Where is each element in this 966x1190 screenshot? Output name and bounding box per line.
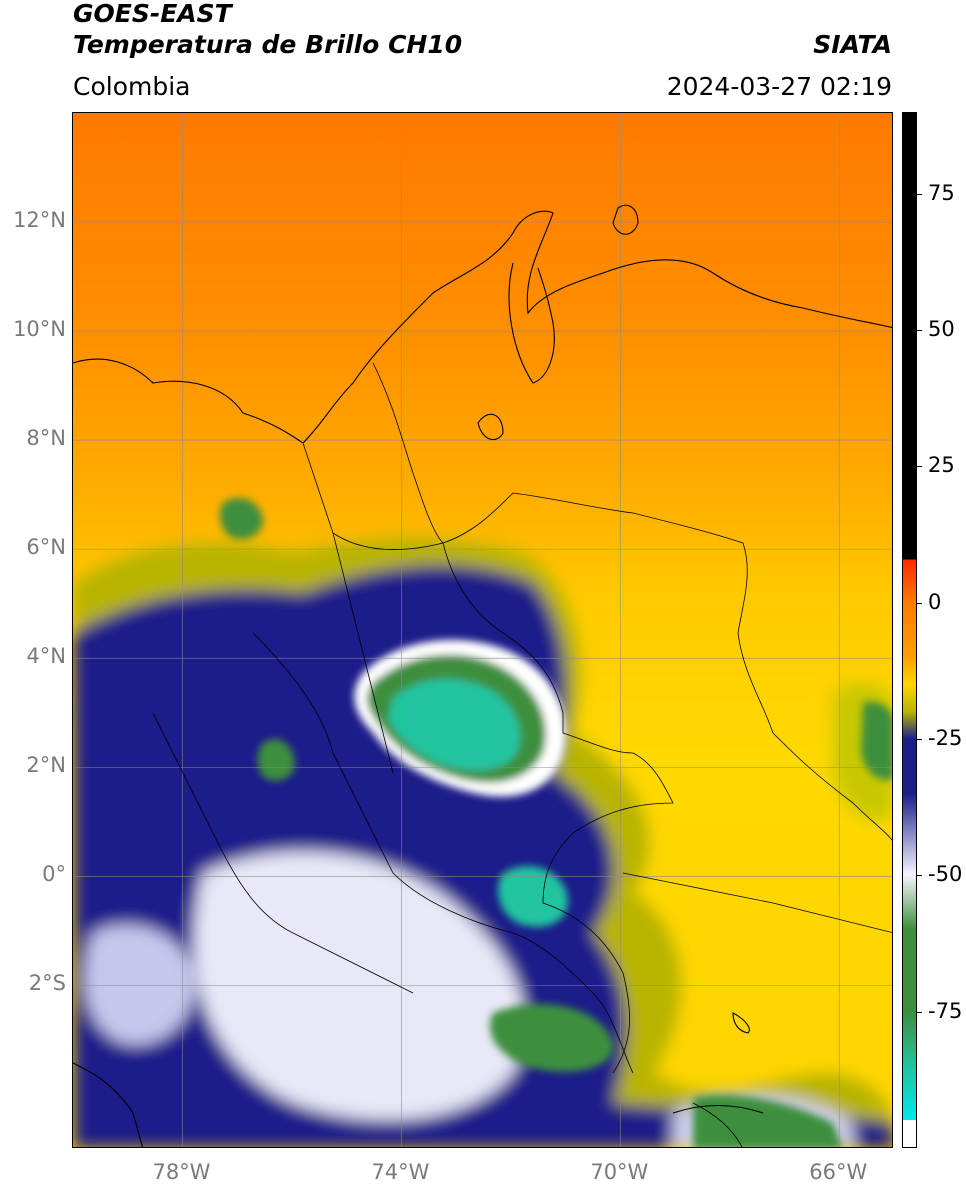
cold-cores: [219, 498, 892, 1147]
cloud-field: [73, 538, 892, 1147]
country-borders: [152, 362, 892, 1147]
colorbar-tick-label: -25: [928, 726, 963, 751]
colorbar-tick-label: 50: [928, 317, 955, 342]
latitude-label: 8°N: [26, 426, 66, 451]
graticule: [73, 113, 892, 1147]
colorbar-tick: [917, 602, 922, 604]
latitude-label: 2°N: [26, 753, 66, 778]
colorbar: [902, 112, 917, 1148]
title-line-2: Temperatura de Brillo CH10: [73, 30, 463, 59]
colorbar-tick: [917, 330, 922, 332]
colorbar-tick: [917, 875, 922, 877]
colorbar-tick-label: 0: [928, 589, 942, 614]
title-line-1: GOES-EAST: [73, 0, 232, 28]
colorbar-tick: [917, 466, 922, 468]
colorbar-tick-label: -50: [928, 862, 963, 887]
colorbar-tick: [917, 739, 922, 741]
coastlines: [73, 204, 892, 1147]
latitude-label: 12°N: [13, 208, 66, 233]
latitude-label: 6°N: [26, 535, 66, 560]
colorbar-tick: [917, 193, 922, 195]
colorbar-tick-label: -75: [928, 998, 963, 1023]
latitude-label: 0°: [42, 862, 66, 887]
longitude-label: 74°W: [371, 1160, 430, 1184]
longitude-label: 66°W: [809, 1160, 868, 1184]
timestamp-label: 2024-03-27 02:19: [666, 72, 892, 101]
satellite-map[interactable]: [72, 112, 893, 1148]
latitude-label: 10°N: [13, 317, 66, 342]
colorbar-tick-label: 75: [928, 180, 955, 205]
latitude-label: 2°S: [28, 971, 66, 996]
latitude-label: 4°N: [26, 644, 66, 669]
map-canvas: [73, 113, 892, 1147]
organization-label: SIATA: [813, 30, 892, 59]
colorbar-tick: [917, 1011, 922, 1013]
region-label: Colombia: [73, 72, 191, 101]
longitude-label: 78°W: [152, 1160, 211, 1184]
colorbar-tick-label: 25: [928, 453, 955, 478]
longitude-label: 70°W: [590, 1160, 649, 1184]
